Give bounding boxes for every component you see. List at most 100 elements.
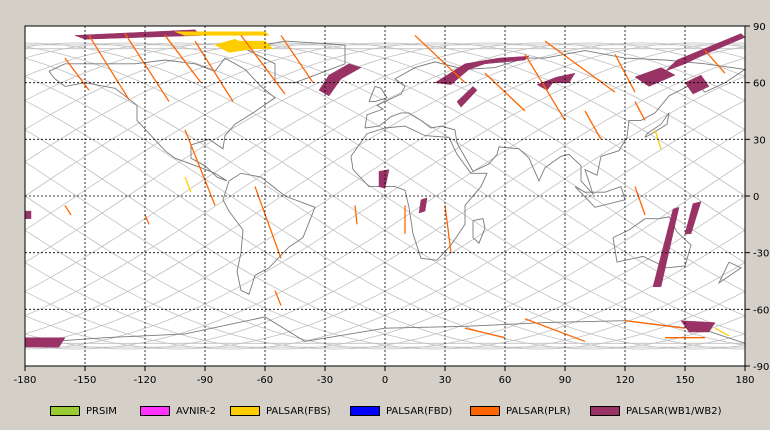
- swath-palsar-plr: [634, 186, 646, 216]
- swath-palsar-plr: [614, 54, 636, 93]
- coastline: [717, 261, 742, 285]
- swath-palsar-plr: [524, 318, 586, 343]
- orbit-track: [24, 195, 746, 350]
- swath-palsar-plr: [354, 205, 358, 225]
- coastline: [368, 85, 388, 103]
- coastline: [364, 50, 747, 195]
- lat-tick-label: -30: [753, 249, 769, 260]
- legend-swatch-avnir2: [140, 406, 170, 416]
- legend-label-avnir2: AVNIR-2: [176, 405, 216, 417]
- swath-palsar-plr: [240, 35, 286, 95]
- swath-palsar-wb: [652, 206, 680, 287]
- swath-palsar-wb: [24, 210, 32, 219]
- legend-item-palsar-plr: PALSAR(PLR): [470, 404, 570, 418]
- legend-label-palsar-wb: PALSAR(WB1/WB2): [626, 405, 722, 417]
- legend-swatch-palsar-wb: [590, 406, 620, 416]
- swath-palsar-plr: [484, 72, 526, 112]
- legend-swatch-prsim: [50, 406, 80, 416]
- swath-palsar-plr: [624, 320, 686, 329]
- swath-palsar-plr: [280, 35, 314, 84]
- swath-palsar-plr: [164, 35, 202, 84]
- legend-item-prsim: PRSIM: [50, 404, 117, 418]
- swath-palsar-plr: [544, 40, 616, 93]
- lon-tick-label: 150: [675, 375, 694, 386]
- lon-tick-label: -60: [257, 375, 273, 386]
- lon-tick-label: 60: [499, 375, 512, 386]
- legend-item-avnir2: AVNIR-2: [140, 404, 216, 418]
- latitude-tick-labels: 90 60 30 0 -30 -60 -90: [753, 22, 769, 373]
- legend-label-palsar-fbd: PALSAR(FBD): [386, 405, 453, 417]
- orbit-track: [24, 161, 746, 350]
- coastline: [612, 216, 692, 269]
- swath-palsar-plr: [184, 129, 216, 206]
- legend-item-palsar-fbs: PALSAR(FBS): [230, 404, 331, 418]
- legend-label-palsar-plr: PALSAR(PLR): [506, 405, 571, 417]
- coastline: [243, 40, 346, 84]
- legend-label-palsar-fbs: PALSAR(FBS): [266, 405, 331, 417]
- swath-palsar-plr: [464, 327, 506, 339]
- lat-tick-label: -90: [753, 362, 769, 373]
- swath-palsar-plr: [194, 40, 234, 102]
- lon-tick-label: -120: [134, 375, 157, 386]
- swath-palsar-plr: [524, 53, 566, 121]
- swath-palsar-wb: [456, 86, 478, 108]
- swath-palsar-wb: [680, 320, 716, 333]
- map-border: [24, 25, 746, 367]
- swath-palsar-wb: [378, 169, 390, 189]
- swath-palsar-wb: [634, 67, 676, 87]
- lon-tick-label: -90: [197, 375, 213, 386]
- swath-palsar-plr: [274, 290, 282, 306]
- swath-palsar-plr: [124, 33, 170, 102]
- lon-tick-label: 90: [559, 375, 572, 386]
- coastline: [574, 186, 626, 208]
- coastlines: [24, 40, 747, 344]
- lon-tick-label: 0: [382, 375, 388, 386]
- swath-palsar-plr: [144, 214, 150, 225]
- swath-palsar-wb: [434, 55, 530, 85]
- legend-item-palsar-wb: PALSAR(WB1/WB2): [590, 404, 722, 418]
- observation-swaths: [24, 29, 746, 348]
- swath-palsar-wb: [684, 74, 710, 95]
- graticule: [24, 25, 750, 371]
- lon-tick-label: -180: [14, 375, 37, 386]
- lat-tick-label: 60: [753, 79, 766, 90]
- swath-palsar-wb: [684, 201, 702, 235]
- lat-tick-label: 90: [753, 22, 766, 33]
- lon-tick-label: 120: [615, 375, 634, 386]
- swath-palsar-fbs: [234, 40, 274, 49]
- swath-palsar-fbs: [174, 31, 270, 36]
- legend-swatch-palsar-fbd: [350, 406, 380, 416]
- swath-palsar-plr: [704, 50, 726, 74]
- swath-palsar-plr: [64, 57, 90, 91]
- lon-tick-label: 30: [439, 375, 452, 386]
- lon-tick-label: 180: [735, 375, 754, 386]
- coastline: [350, 125, 488, 261]
- coastline: [472, 218, 486, 244]
- lat-tick-label: 0: [753, 192, 759, 203]
- swath-palsar-plr: [444, 205, 452, 253]
- swath-palsar-plr: [634, 101, 646, 121]
- legend: PRSIM AVNIR-2 PALSAR(FBS) PALSAR(FBD) PA…: [0, 402, 770, 422]
- swath-palsar-plr: [414, 34, 466, 84]
- longitude-tick-labels: -180 -150 -120 -90 -60 -30 0 30 60 90 120 150 180: [14, 375, 755, 386]
- swath-palsar-wb: [318, 63, 362, 97]
- legend-swatch-palsar-fbs: [230, 406, 260, 416]
- swath-palsar-wb: [24, 337, 66, 348]
- swath-palsar-wb: [664, 33, 746, 72]
- swath-palsar-plr: [88, 35, 130, 101]
- swath-palsar-plr: [584, 110, 602, 140]
- legend-label-prsim: PRSIM: [86, 405, 117, 417]
- lat-tick-label: 30: [753, 135, 766, 146]
- swath-palsar-plr: [64, 205, 72, 216]
- lon-tick-label: -150: [74, 375, 97, 386]
- coastline: [222, 172, 316, 295]
- swath-palsar-plr: [254, 186, 282, 259]
- lat-tick-label: -60: [753, 305, 769, 316]
- swath-palsar-wb: [418, 197, 428, 214]
- swath-palsar-fbs: [184, 176, 192, 193]
- swath-palsar-fbs: [714, 327, 730, 337]
- legend-item-palsar-fbd: PALSAR(FBD): [350, 404, 452, 418]
- legend-swatch-palsar-plr: [470, 406, 500, 416]
- world-coverage-map: -180 -150 -120 -90 -60 -30 0 30 60 90 120 150 180 90…: [14, 22, 770, 386]
